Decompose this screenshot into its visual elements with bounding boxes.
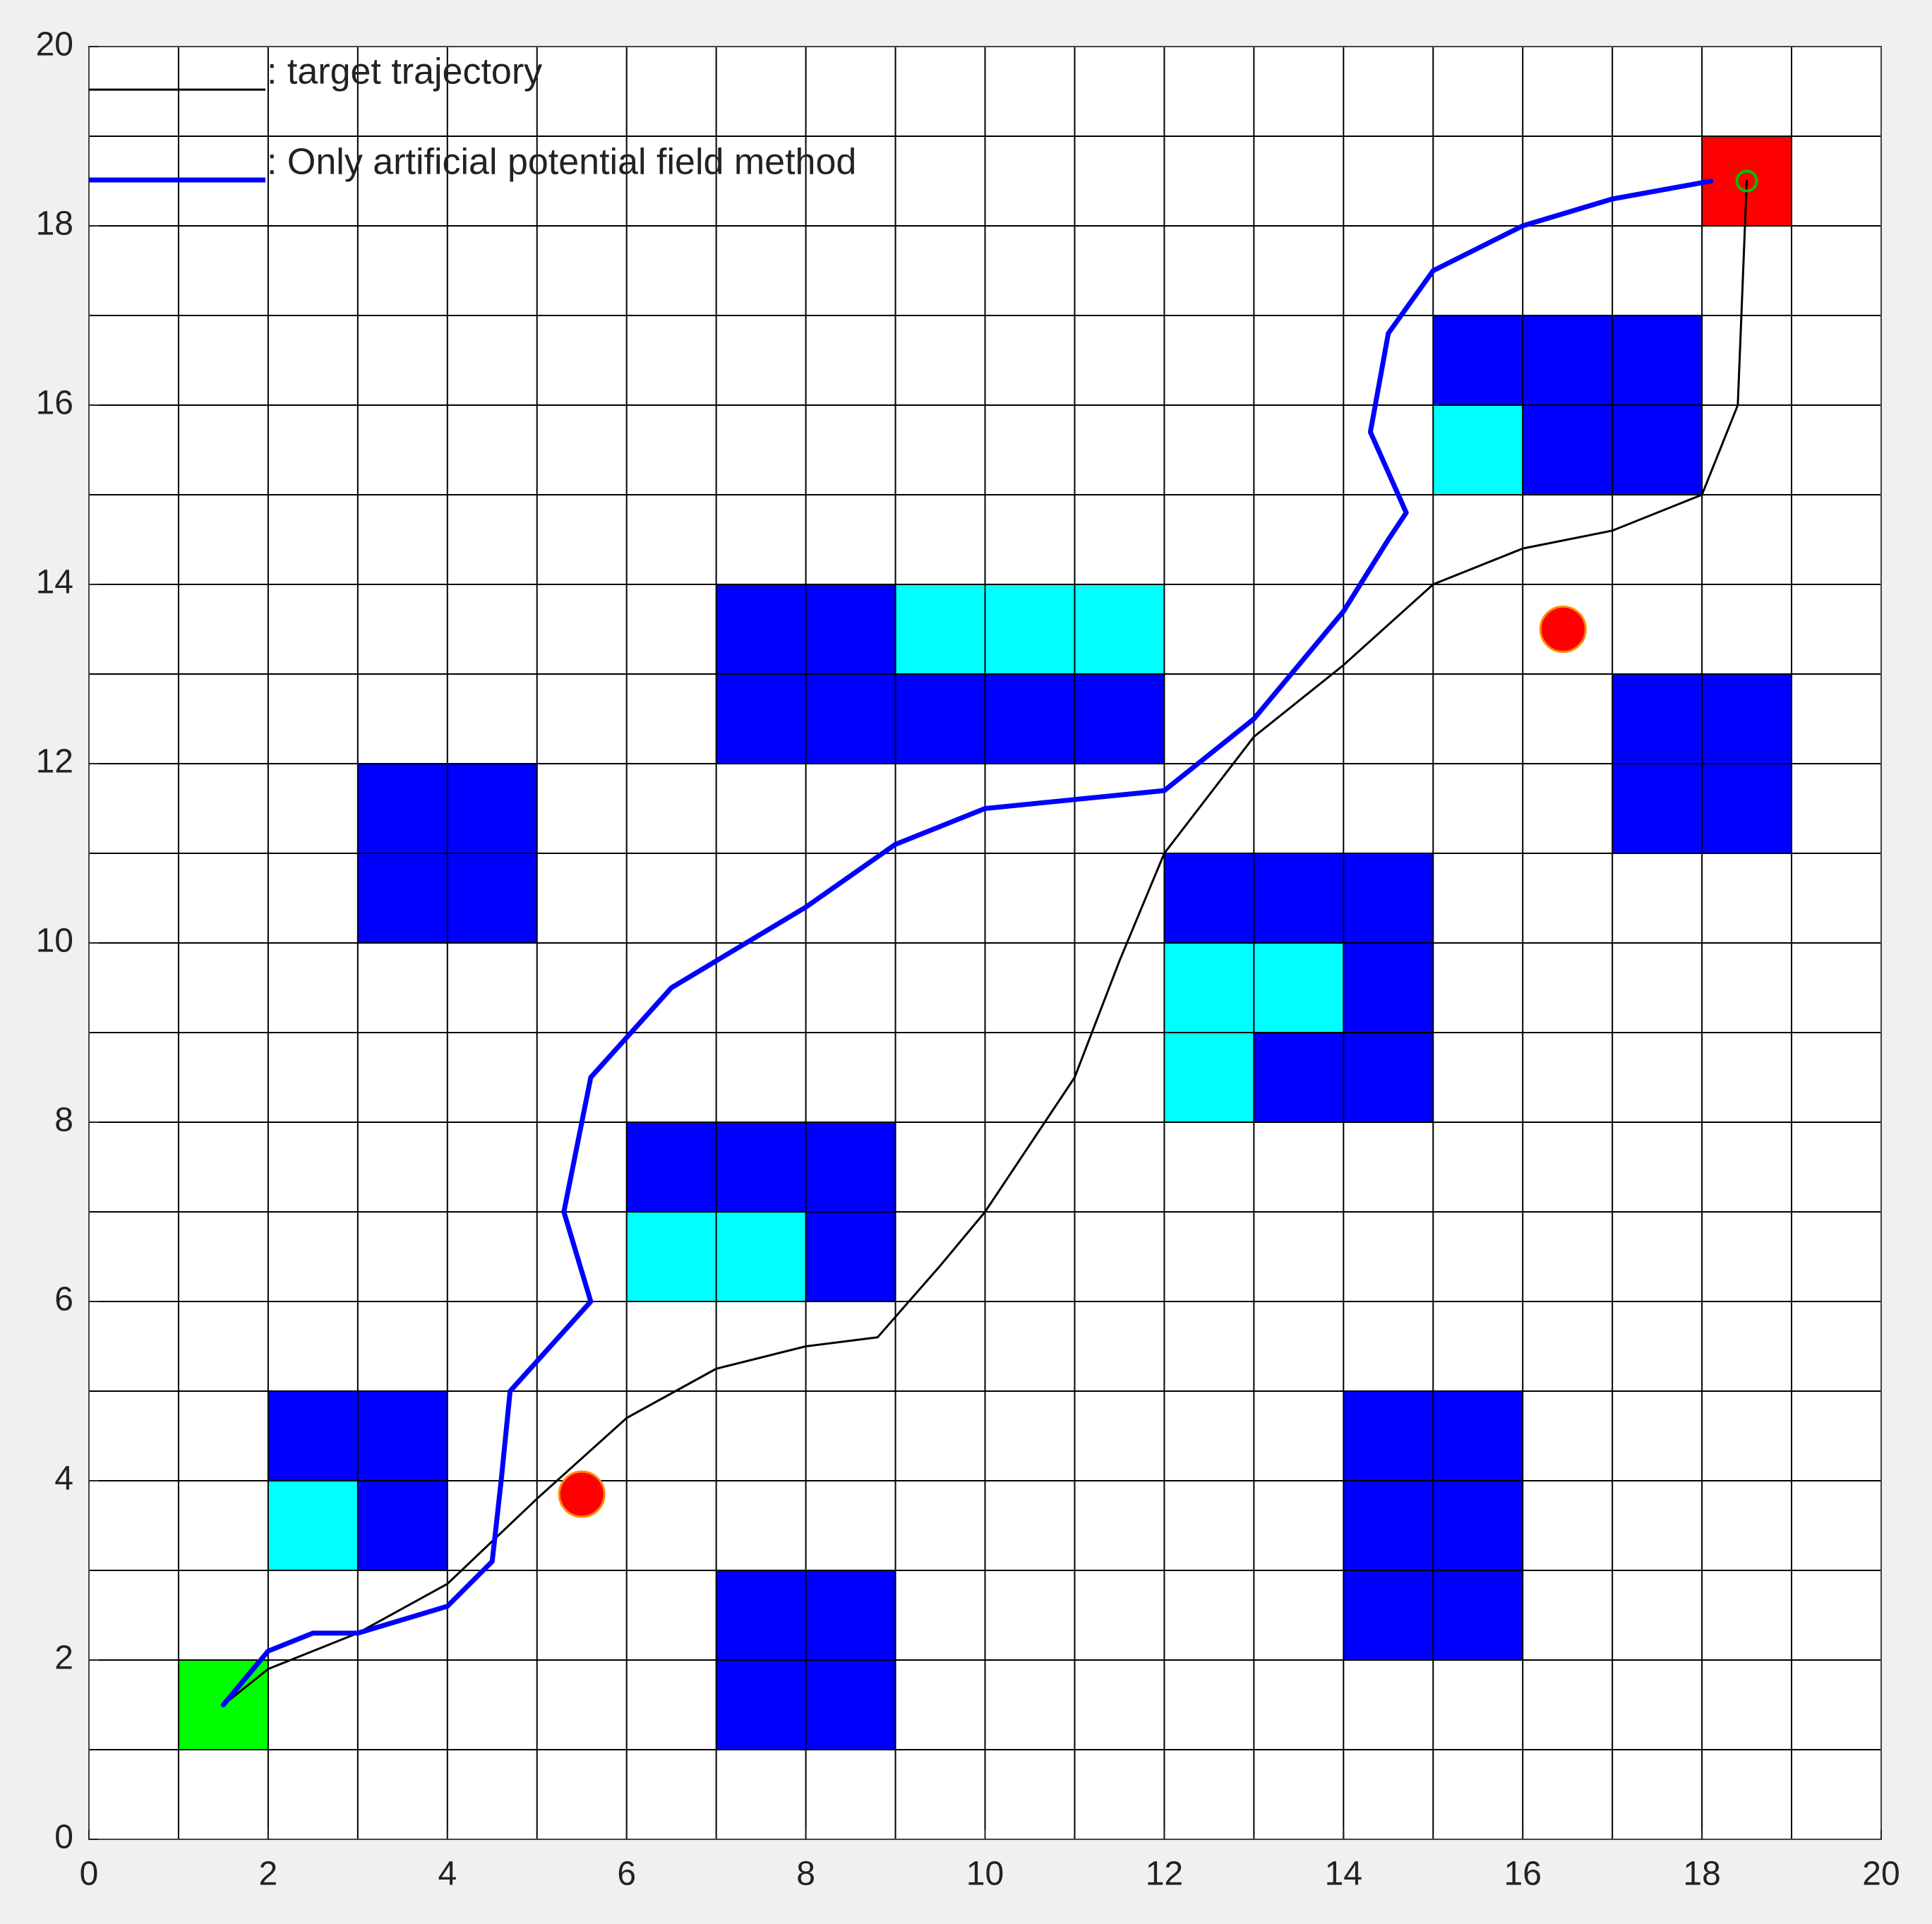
y-tick-label: 8 [54,1102,73,1139]
grid-cell [1254,1033,1344,1122]
grid-cell [1433,1481,1523,1570]
grid-cell [1164,943,1254,1033]
grid-cell [1254,853,1344,943]
legend-label: : target trajectory [267,52,542,92]
grid-cell [447,764,537,853]
grid-cell [1343,943,1434,1033]
grid-cell [1343,853,1434,943]
y-tick-label: 14 [36,564,73,601]
grid-cell [805,674,896,764]
grid-cell [1433,315,1523,405]
grid-cell [805,1122,896,1212]
grid-cell [985,584,1075,674]
x-tick-label: 2 [259,1856,278,1893]
grid-cell [447,853,537,943]
y-tick-label: 6 [54,1281,73,1318]
grid-cell [357,1391,448,1481]
legend-label: : Only artificial potential field method [267,142,856,183]
y-tick-label: 16 [36,385,73,422]
grid-cell [805,584,896,674]
grid-cell [716,1660,806,1750]
grid-cell [895,584,985,674]
grid-cell [805,1212,896,1301]
x-tick-label: 4 [438,1856,457,1893]
grid-cell [805,1660,896,1750]
x-tick-label: 8 [796,1856,815,1893]
grid-cell [895,674,985,764]
grid-cell [268,1481,358,1570]
grid-cell [716,1570,806,1660]
obstacle-point [1539,606,1587,653]
grid-cell [626,1122,716,1212]
grid-cell [1343,1391,1434,1481]
grid-cell [1074,584,1165,674]
grid-cell [626,1212,716,1301]
grid-cell [1612,315,1703,405]
y-tick-label: 4 [54,1460,73,1498]
goal-marker [1735,169,1758,193]
grid-cell [1343,1481,1434,1570]
grid-cell [1523,405,1613,495]
grid-cell [1343,1570,1434,1660]
x-tick-label: 18 [1683,1856,1720,1893]
x-tick-label: 20 [1862,1856,1900,1893]
grid-cell [1702,674,1792,764]
grid-cell [805,1570,896,1660]
y-tick-label: 2 [54,1640,73,1677]
grid-cell [716,584,806,674]
x-tick-label: 10 [966,1856,1004,1893]
grid-cell [1074,674,1165,764]
grid-cell [1433,1570,1523,1660]
grid-cell [716,1212,806,1301]
grid-cell [985,674,1075,764]
x-tick-label: 12 [1146,1856,1183,1893]
grid-cell [716,1122,806,1212]
grid-cell [1164,853,1254,943]
obstacle-point [558,1470,606,1518]
grid-cell [1612,405,1703,495]
y-tick-label: 10 [36,922,73,960]
grid-cell [1433,405,1523,495]
grid-cell [357,1481,448,1570]
grid-cell [1433,1391,1523,1481]
grid-cell [1254,943,1344,1033]
grid-cell [1343,1033,1434,1122]
x-tick-label: 16 [1504,1856,1542,1893]
x-tick-label: 6 [617,1856,636,1893]
grid-cell [1612,764,1703,853]
grid-cell [357,853,448,943]
trajectory [220,179,1714,1707]
grid-cell [1523,315,1613,405]
grid-cell [357,764,448,853]
y-tick-label: 20 [36,26,73,64]
grid-cell [268,1391,358,1481]
grid-cell [1702,764,1792,853]
x-tick-label: 14 [1325,1856,1362,1893]
y-tick-label: 12 [36,743,73,781]
grid-cell [1612,674,1703,764]
grid-cell [716,674,806,764]
y-tick-label: 0 [54,1819,73,1856]
grid-cell [1164,1033,1254,1122]
y-tick-label: 18 [36,205,73,243]
x-tick-label: 0 [80,1856,99,1893]
